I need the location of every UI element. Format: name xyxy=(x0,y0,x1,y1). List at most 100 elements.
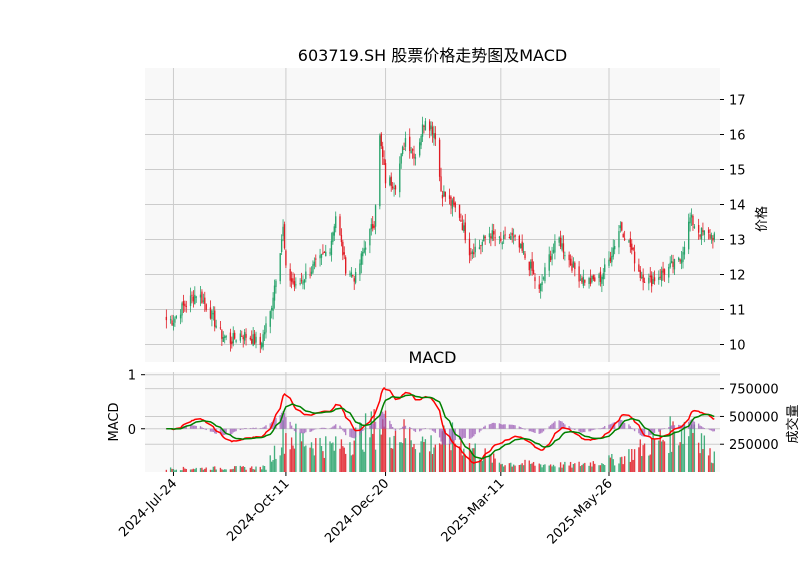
volume-bar xyxy=(444,430,446,472)
candlestick-series xyxy=(165,116,715,353)
candle-body xyxy=(252,334,254,346)
macd-histogram-bar xyxy=(315,428,317,430)
candle-body xyxy=(530,261,532,269)
macd-histogram-bar xyxy=(639,428,641,436)
volume-bar xyxy=(431,454,434,472)
macd-histogram-bar xyxy=(562,422,565,429)
volume-bar xyxy=(648,455,650,472)
macd-histogram-bar xyxy=(458,428,461,440)
candle-body xyxy=(632,248,634,250)
volume-bar xyxy=(710,462,713,472)
signal-line xyxy=(166,394,715,460)
candle-body xyxy=(374,205,377,227)
volume-bar xyxy=(631,449,633,472)
volume-bar xyxy=(221,469,223,472)
candle-body xyxy=(413,153,415,159)
macd-histogram-bar xyxy=(712,428,714,432)
macd-histogram-bar xyxy=(554,421,556,429)
volume-bar xyxy=(275,458,277,472)
volume-bar xyxy=(609,457,612,472)
volume-bar xyxy=(340,439,343,472)
volume-bar xyxy=(409,428,411,472)
macd-histogram-bar xyxy=(632,428,634,430)
volume-bar xyxy=(629,461,632,472)
macd-histogram-bar xyxy=(669,426,671,429)
candle-body xyxy=(229,332,232,344)
volume-bar xyxy=(484,448,486,472)
candle-body xyxy=(169,319,172,321)
candle-body xyxy=(680,259,683,264)
candle-body xyxy=(602,273,604,280)
macd-histogram-bar xyxy=(191,424,193,429)
macd-histogram-bar xyxy=(320,427,323,429)
volume-bar xyxy=(379,429,381,472)
volume-bar xyxy=(491,462,493,472)
macd-histogram-bar xyxy=(413,428,415,431)
volume-bar xyxy=(531,463,533,472)
volume-bar xyxy=(461,455,464,472)
volume-bar xyxy=(380,434,382,472)
candle-body xyxy=(310,271,313,274)
volume-bar xyxy=(212,466,214,472)
macd-histogram-bar xyxy=(602,427,604,429)
macd-title: MACD xyxy=(409,348,457,367)
volume-bar xyxy=(363,451,365,472)
candle-body xyxy=(232,333,234,344)
volume-bar xyxy=(510,462,512,472)
candle-body xyxy=(438,139,441,177)
macd-histogram-bar xyxy=(363,428,365,430)
volume-bar xyxy=(354,427,357,472)
price-tick-label: 11 xyxy=(729,304,746,319)
macd-histogram-bar xyxy=(682,424,684,429)
macd-histogram-bar xyxy=(571,428,573,430)
macd-histogram-bar xyxy=(532,428,535,433)
candle-body xyxy=(273,285,276,301)
volume-bar xyxy=(428,451,431,472)
candle-body xyxy=(571,263,573,271)
volume-bar xyxy=(201,467,203,472)
macd-histogram-bar xyxy=(380,411,382,429)
macd-histogram-bar xyxy=(189,425,192,429)
candle-body xyxy=(631,243,633,250)
candle-body xyxy=(302,281,304,285)
volume-bar xyxy=(559,462,562,472)
macd-histogram-bar xyxy=(648,428,650,436)
macd-histogram-bar xyxy=(325,427,327,429)
macd-histogram-bar xyxy=(473,428,475,437)
macd-histogram-bar xyxy=(241,428,243,430)
volume-bar xyxy=(679,442,681,472)
volume-bar xyxy=(263,466,266,472)
volume-bar xyxy=(599,465,602,472)
macd-histogram-bar xyxy=(678,424,680,429)
candle-body xyxy=(451,200,454,209)
volume-bar xyxy=(471,448,474,472)
macd-histogram-bar xyxy=(609,424,612,429)
volume-bar xyxy=(322,451,324,472)
macd-histogram-bar xyxy=(488,424,491,429)
volume-bar xyxy=(423,441,425,472)
macd-histogram-bar xyxy=(323,427,326,429)
macd-histogram-bar xyxy=(508,424,511,429)
volume-bar xyxy=(490,454,492,472)
macd-histogram-bar xyxy=(239,428,242,430)
macd-histogram-bar xyxy=(221,428,223,436)
volume-bar xyxy=(434,444,437,472)
macd-histogram-bar xyxy=(470,428,472,439)
macd-histogram-bar xyxy=(339,425,341,429)
candle-body xyxy=(454,202,456,208)
candle-body xyxy=(202,300,205,302)
volume-bar xyxy=(369,437,371,472)
volume-bar xyxy=(511,466,513,472)
candle-body xyxy=(591,276,593,283)
candle-body xyxy=(349,273,351,275)
macd-histogram-bar xyxy=(430,428,432,430)
candle-body xyxy=(709,234,711,239)
volume-bar xyxy=(184,468,186,472)
macd-histogram-bar xyxy=(539,428,542,434)
volume-bar xyxy=(185,468,187,472)
macd-histogram-bar xyxy=(478,428,481,433)
candle-body xyxy=(609,257,612,262)
volume-bar xyxy=(424,439,427,472)
candle-body xyxy=(568,254,570,261)
macd-histogram-bar xyxy=(589,428,592,432)
